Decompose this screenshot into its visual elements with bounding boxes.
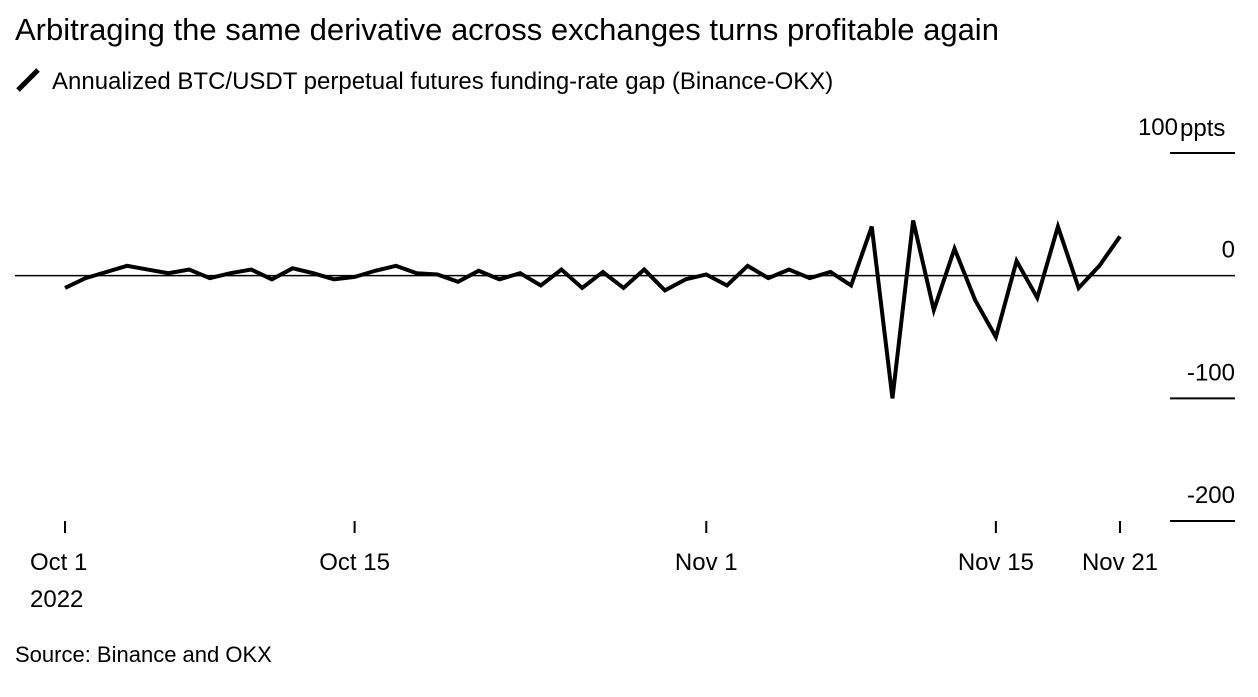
y-unit: ppts (1180, 115, 1225, 142)
y-tick-label: -200 (1187, 482, 1235, 509)
legend-label: Annualized BTC/USDT perpetual futures fu… (52, 68, 833, 95)
x-tick-label: Oct 15 (319, 549, 390, 576)
x-tick-label: Nov 15 (958, 549, 1034, 576)
x-year-label: 2022 (30, 586, 83, 613)
line-series (64, 219, 1122, 399)
x-tick-label: Nov 21 (1082, 549, 1158, 576)
x-tick-label: Oct 1 (30, 549, 87, 576)
legend-swatch (16, 68, 40, 92)
source: Source: Binance and OKX (15, 642, 272, 667)
y-tick-label: 0 (1222, 237, 1235, 264)
y-tick-label: 100 (1138, 114, 1178, 141)
chart-title: Arbitraging the same derivative across e… (15, 12, 999, 47)
y-tick-label: -100 (1187, 359, 1235, 386)
x-tick-label: Nov 1 (675, 549, 738, 576)
